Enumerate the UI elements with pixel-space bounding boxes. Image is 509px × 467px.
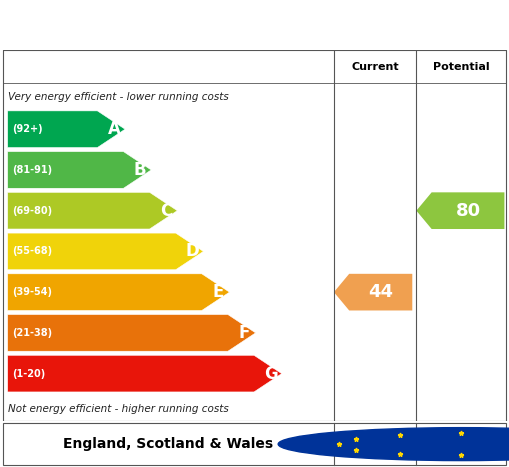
- Text: (69-80): (69-80): [12, 205, 52, 216]
- Text: (92+): (92+): [12, 124, 42, 134]
- Text: 80: 80: [456, 202, 480, 219]
- Polygon shape: [8, 274, 230, 311]
- Bar: [3, 50, 334, 83]
- Text: (81-91): (81-91): [12, 165, 52, 175]
- Polygon shape: [416, 192, 504, 229]
- Text: E: E: [213, 283, 224, 301]
- Text: Energy Efficiency Rating: Energy Efficiency Rating: [15, 15, 322, 35]
- Text: A: A: [107, 120, 120, 138]
- Polygon shape: [8, 192, 177, 229]
- Polygon shape: [8, 355, 281, 392]
- Polygon shape: [8, 315, 256, 351]
- Circle shape: [278, 428, 509, 460]
- Text: Potential: Potential: [433, 62, 490, 72]
- Text: Not energy efficient - higher running costs: Not energy efficient - higher running co…: [8, 403, 229, 414]
- Text: EU Directive: EU Directive: [343, 432, 407, 442]
- Polygon shape: [8, 152, 151, 188]
- Text: 44: 44: [368, 283, 393, 301]
- Text: F: F: [239, 324, 250, 342]
- Text: D: D: [185, 242, 199, 261]
- Bar: [334, 50, 416, 83]
- Text: (39-54): (39-54): [12, 287, 52, 297]
- Polygon shape: [8, 111, 125, 148]
- Bar: [416, 50, 506, 83]
- Text: England, Scotland & Wales: England, Scotland & Wales: [63, 437, 273, 451]
- Text: C: C: [160, 202, 172, 219]
- Polygon shape: [8, 233, 204, 270]
- Text: 2002/91/EC: 2002/91/EC: [345, 447, 405, 457]
- Text: G: G: [264, 365, 277, 382]
- Text: (21-38): (21-38): [12, 328, 52, 338]
- Text: Current: Current: [351, 62, 399, 72]
- Text: Very energy efficient - lower running costs: Very energy efficient - lower running co…: [8, 92, 229, 102]
- Text: (55-68): (55-68): [12, 247, 52, 256]
- Text: (1-20): (1-20): [12, 368, 45, 379]
- Polygon shape: [334, 274, 412, 311]
- Text: B: B: [134, 161, 146, 179]
